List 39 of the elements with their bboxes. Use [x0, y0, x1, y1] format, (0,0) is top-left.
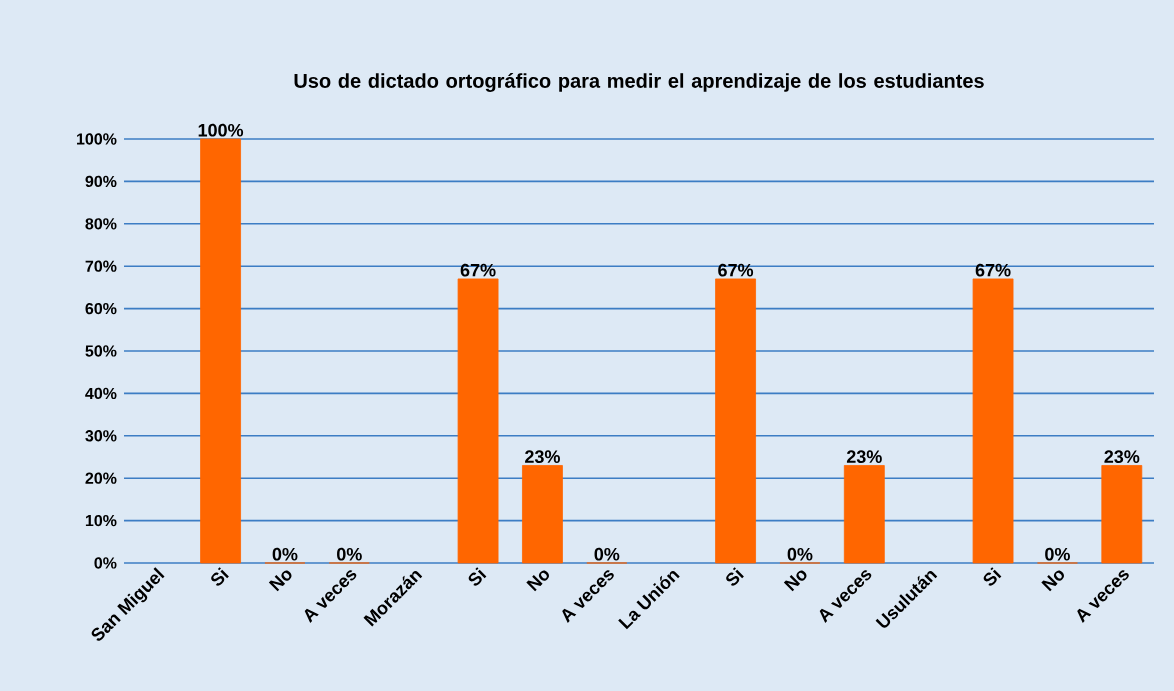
y-tick-label: 90% [85, 175, 117, 188]
y-tick-label: 60% [85, 302, 117, 315]
y-tick-label: 0% [94, 557, 117, 569]
bar [200, 138, 241, 564]
y-tick-label: 50% [85, 345, 117, 357]
chart-title: Uso de dictado ortográfico para medir el aprendizaje de los estudiantes [294, 73, 984, 92]
bar [972, 278, 1014, 564]
x-tick-label: Si [468, 567, 487, 586]
data-label: 0% [1045, 547, 1070, 561]
bar [843, 465, 885, 564]
y-tick-label: 70% [85, 260, 117, 272]
bar [1101, 465, 1143, 564]
x-tick-label: Si [983, 567, 1002, 586]
data-label: 67% [718, 263, 754, 277]
x-tick-label: No [783, 570, 807, 592]
data-label: 67% [460, 263, 496, 277]
data-label: 67% [975, 263, 1011, 277]
x-tick-label: Si [726, 567, 744, 586]
y-tick-label: 100% [77, 133, 117, 145]
bar [522, 465, 563, 564]
x-tick-label: No [1041, 570, 1064, 592]
data-label: 23% [846, 450, 882, 464]
data-label: 0% [787, 547, 813, 561]
x-tick-label: Si [211, 567, 229, 586]
data-label: 0% [594, 547, 620, 561]
y-tick-label: 10% [85, 514, 117, 527]
data-label: 0% [337, 547, 362, 561]
bar [457, 278, 499, 564]
y-tick-label: 40% [85, 387, 117, 400]
data-label: 23% [525, 450, 560, 464]
y-tick-label: 30% [85, 430, 117, 442]
data-label: 23% [1104, 450, 1140, 464]
y-tick-label: 80% [85, 218, 117, 230]
x-tick-label: No [268, 570, 292, 592]
data-label: 0% [272, 547, 298, 561]
y-tick-label: 20% [85, 472, 117, 484]
bar [715, 278, 756, 564]
data-label: 100% [198, 123, 244, 137]
x-tick-label: No [526, 570, 549, 592]
